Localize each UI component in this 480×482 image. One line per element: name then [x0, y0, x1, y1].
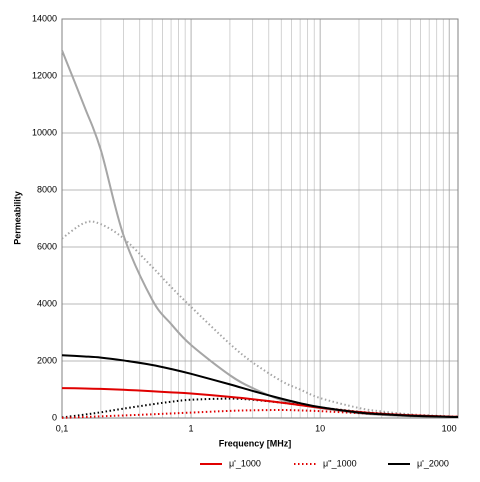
x-tick-label: 10 [315, 423, 325, 433]
y-tick-label: 6000 [37, 241, 57, 251]
y-tick-label: 14000 [32, 13, 57, 23]
x-tick-label: 1 [189, 423, 194, 433]
legend-label: μ'_2000 [417, 458, 449, 468]
y-tick-label: 8000 [37, 184, 57, 194]
series-line [61, 49, 459, 419]
y-tick-label: 4000 [37, 298, 57, 308]
y-tick-label: 10000 [32, 127, 57, 137]
y-tick-label: 2000 [37, 355, 57, 365]
legend-label: μ''_1000 [323, 458, 357, 468]
series-line [61, 220, 459, 418]
x-tick-label: 0,1 [56, 423, 69, 433]
y-axis-label: Permeability [12, 191, 22, 245]
legend-label: μ'_1000 [229, 458, 261, 468]
y-tick-label: 0 [52, 412, 57, 422]
x-tick-label: 100 [442, 423, 457, 433]
series-line [61, 354, 459, 419]
plot-frame [61, 18, 459, 419]
x-axis-label: Frequency [MHz] [219, 438, 292, 448]
y-tick-label: 12000 [32, 70, 57, 80]
